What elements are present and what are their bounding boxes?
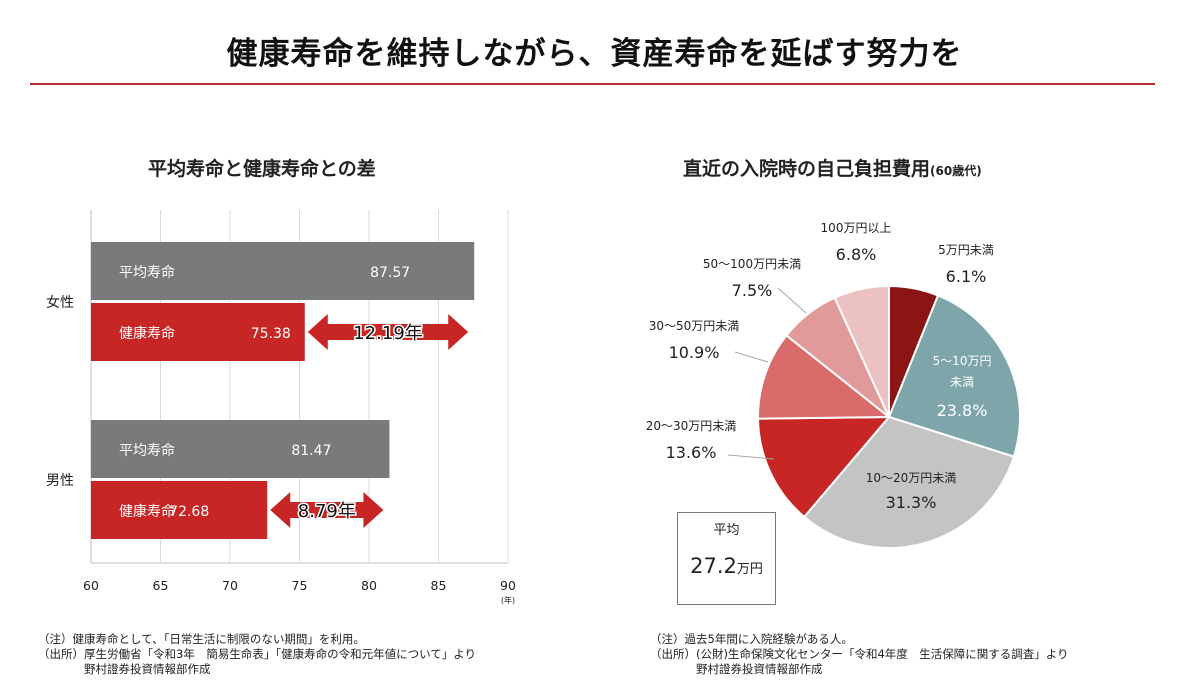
slice-value: 6.1%	[946, 267, 987, 286]
slice-value: 7.5%	[732, 281, 773, 300]
x-tick-label: 75	[292, 578, 308, 593]
leader-line	[777, 287, 807, 314]
slice-value: 13.6%	[666, 443, 717, 462]
gap-arrow	[307, 314, 469, 350]
bar-value: 87.57	[370, 265, 410, 281]
x-tick-label: 80	[361, 578, 377, 593]
bar	[91, 303, 305, 361]
x-axis-unit: (年)	[501, 595, 515, 605]
slice-value: 6.8%	[836, 245, 877, 264]
average-value: 27.2万円	[690, 554, 763, 578]
page-title: 健康寿命を維持しながら、資産寿命を延ばす努力を	[226, 36, 963, 72]
x-tick-label: 60	[83, 578, 99, 593]
slice-label: 30～50万円未満	[649, 319, 740, 333]
x-tick-label: 85	[431, 578, 447, 593]
pie-chart-title: 直近の入院時の自己負担費用(60歳代)	[683, 158, 982, 180]
bar-value: 81.47	[291, 443, 331, 459]
slice-label: 5万円未満	[938, 243, 994, 257]
slice-label: 100万円以上	[821, 221, 892, 235]
average-box: 平均 27.2万円	[677, 512, 776, 605]
bar-name: 平均寿命	[119, 442, 175, 459]
pie-slice	[887, 294, 1021, 458]
bar	[91, 481, 268, 539]
pie-slice	[756, 415, 892, 519]
gap-label: 8.79年	[298, 501, 356, 522]
slice-value: 23.8%	[937, 401, 988, 420]
title-divider	[30, 83, 1155, 85]
slice-label: 50～100万円未満	[703, 257, 801, 271]
leader-line	[734, 351, 769, 363]
x-tick-label: 70	[222, 578, 238, 593]
bar	[91, 242, 475, 300]
bar-value: 72.68	[169, 504, 209, 520]
slice-label: 20～30万円未満	[646, 419, 737, 433]
group-label: 女性	[46, 294, 74, 311]
gap-label: 12.19年	[353, 323, 423, 344]
bar-name: 平均寿命	[119, 264, 175, 281]
average-label: 平均	[713, 523, 740, 538]
pie-slice	[802, 415, 1016, 549]
bar-name: 健康寿命	[119, 503, 175, 520]
bar-value: 75.38	[251, 326, 291, 342]
bar-name: 健康寿命	[119, 325, 175, 342]
slice-label: 5～10万円	[933, 354, 992, 368]
group-label: 男性	[46, 473, 74, 489]
gap-arrow	[270, 492, 384, 528]
x-tick-label: 90	[500, 578, 516, 593]
bar	[91, 420, 390, 478]
slice-label: 未満	[950, 375, 974, 389]
bar-chart-title: 平均寿命と健康寿命との差	[148, 158, 376, 180]
x-tick-label: 65	[153, 578, 169, 593]
slice-value: 10.9%	[669, 343, 720, 362]
pie-slice	[757, 334, 892, 420]
slice-label: 10～20万円未満	[866, 471, 957, 485]
bar-chart-notes: （注）健康寿命として、「日常生活に制限のない期間」を利用。 （出所）厚生労働省「…	[38, 632, 476, 676]
leader-line	[727, 454, 775, 460]
pie-chart-notes: （注）過去5年間に入院経験がある人。 （出所）(公財)生命保険文化センター「令和…	[650, 632, 1069, 676]
pie-slice	[833, 284, 890, 418]
slice-value: 31.3%	[886, 493, 937, 512]
